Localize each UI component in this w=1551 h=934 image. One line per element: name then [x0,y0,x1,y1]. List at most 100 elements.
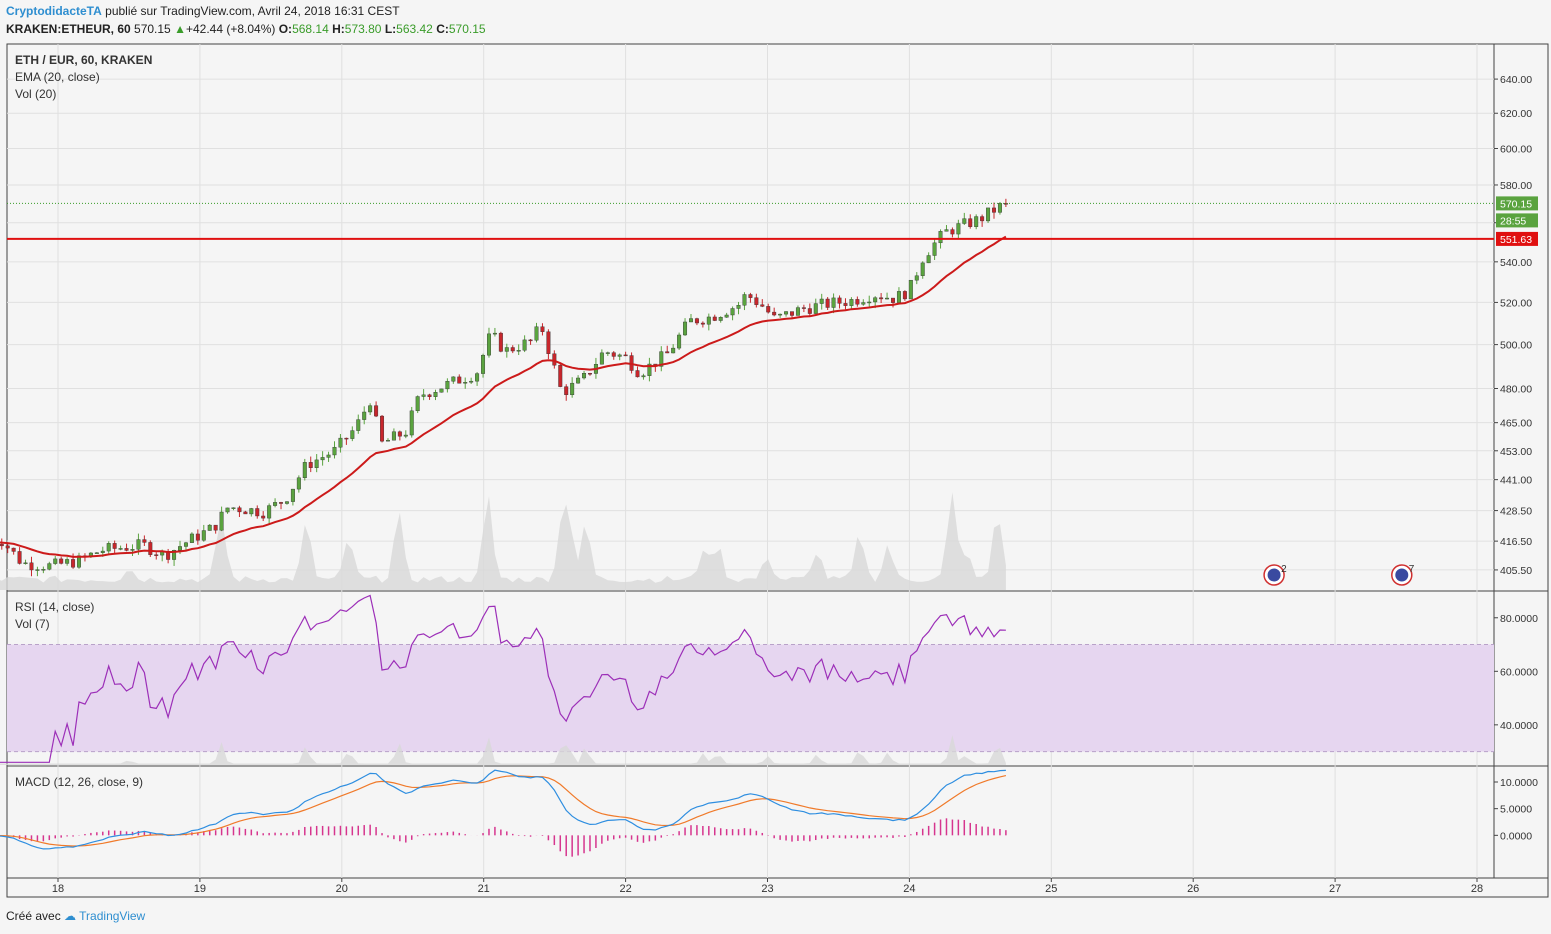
candle-up [475,373,480,382]
candle-up [617,354,622,357]
rsi-vol-legend: Vol (7) [15,617,50,631]
candle-up [356,419,361,431]
candle-up [944,229,949,232]
candle-up [207,524,212,531]
candle-down [766,306,771,313]
level-price-label: 551.63 [1500,234,1532,246]
candle-up [819,298,824,304]
y-tick-label: 405.50 [1500,565,1532,577]
y-tick-label: 520.00 [1500,297,1532,309]
candle-up [932,242,937,256]
candle-up [35,569,40,571]
candle-up [130,549,135,551]
candle-up [706,316,711,325]
candle-up [189,533,194,543]
countdown-label: 28:55 [1500,215,1526,227]
candle-up [231,507,236,509]
candle-down [891,297,895,303]
candle-down [635,370,640,378]
candle-up [647,363,652,376]
close-label: C: [436,22,449,36]
candle-up [659,351,664,367]
candle-up [671,347,676,354]
candle-up [867,301,872,304]
candle-up [926,255,931,264]
candle-up [290,488,295,502]
candle-up [439,388,444,393]
last-price: 570.15 [134,22,171,36]
candle-up [350,430,355,439]
candle-down [950,229,955,235]
y-tick-label: 620.00 [1500,108,1532,120]
macd-pane-title: MACD (12, 26, close, 9) [15,775,143,789]
publish-text: publié sur TradingView.com, Avril 24, 20… [105,4,400,18]
candle-up [974,216,979,227]
candle-down [694,318,699,324]
candle-down [427,394,432,397]
y-tick-label: 500.00 [1500,340,1532,352]
ema-legend: EMA (20, close) [15,70,100,84]
x-tick-label: 21 [478,883,490,895]
candle-down [980,216,985,222]
candle-down [457,376,462,384]
candle-up [249,508,254,515]
x-tick-label: 23 [761,883,773,895]
candle-down [142,539,147,543]
candle-up [962,218,967,224]
candle-down [11,547,16,552]
candle-down [902,291,907,300]
candle-down [754,297,759,305]
candle-down [510,347,515,352]
footer-brand[interactable]: TradingView [79,909,146,923]
y-tick-label: 480.00 [1500,384,1532,396]
y-tick-label: 428.50 [1500,506,1532,518]
candle-up [94,552,99,554]
candle-up [908,279,913,300]
candle-down [564,386,569,396]
high-value: 573.80 [344,22,382,36]
macd-y-tick-label: 10.0000 [1500,777,1538,789]
candle-up [332,446,337,456]
candle-up [986,207,991,222]
macd-signal-line [0,775,1007,847]
candle-down [112,543,117,549]
volume-series [0,492,1006,590]
candle-down [992,207,996,213]
candle-up [570,382,575,396]
candle-down [546,331,551,354]
candle-down [528,339,533,342]
candle-up [338,437,343,448]
x-tick-label: 25 [1045,883,1057,895]
candle-down [837,297,842,304]
candle-up [486,333,491,356]
candle-down [124,548,129,551]
candle-up [784,311,789,315]
candle-down [807,308,812,314]
candle-up [813,303,818,314]
up-arrow-icon: ▲ [174,22,186,36]
rsi-y-tick-label: 80.0000 [1500,613,1538,625]
candle-down [790,311,794,316]
x-tick-label: 18 [52,883,64,895]
candle-down [279,502,284,504]
candle-down [344,437,349,440]
candle-up [284,501,289,504]
candle-up [873,297,878,303]
candle-down [748,294,753,298]
candle-up [730,308,735,316]
candle-down [243,511,248,515]
y-tick-label: 600.00 [1500,144,1532,156]
candle-up [106,543,111,552]
author-name[interactable]: CryptodidacteTA [6,4,102,18]
candle-up [273,502,278,506]
x-tick-label: 20 [336,883,348,895]
event-globe-icon [1267,568,1281,582]
high-label: H: [332,22,345,36]
tradingview-logo-icon[interactable]: ☁ [64,909,77,923]
macd-y-tick-label: 5.0000 [1500,804,1532,816]
candle-up [368,405,373,413]
candle-up [219,511,224,531]
candle-up [938,231,943,244]
candle-up [421,394,426,397]
